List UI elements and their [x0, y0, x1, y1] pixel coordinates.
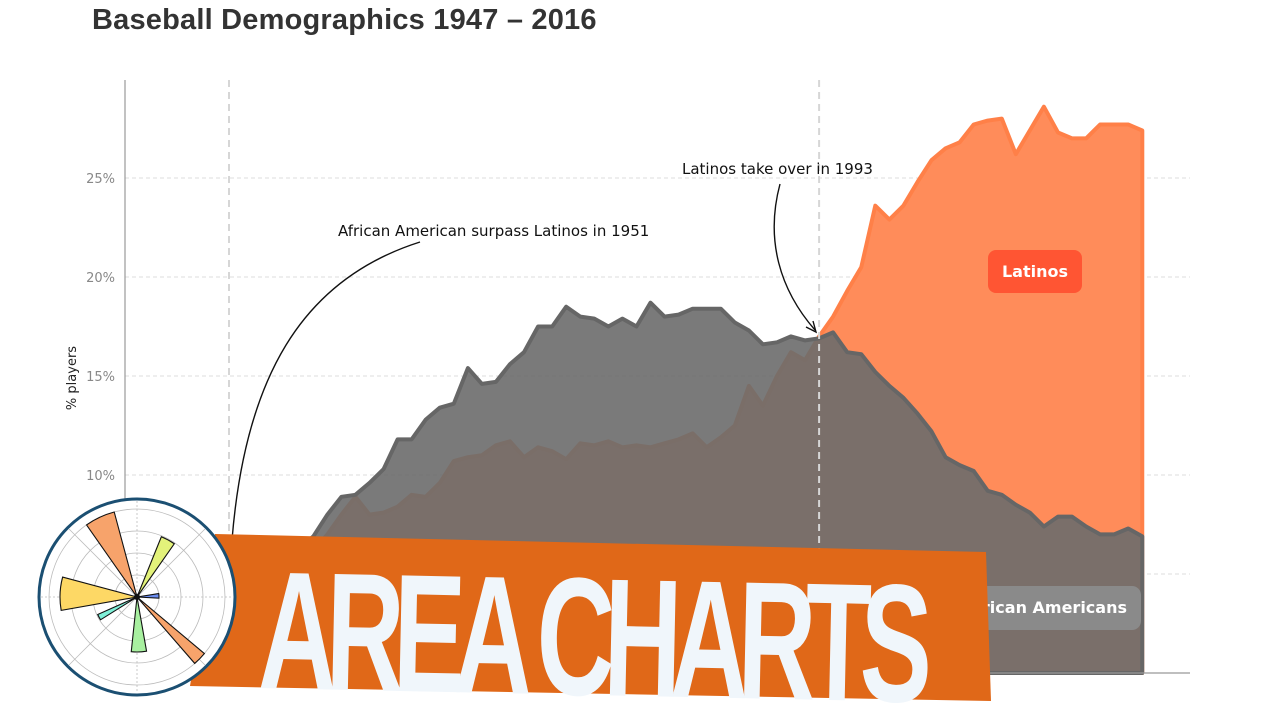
annotation-arrow-1951 — [231, 241, 421, 541]
y-tick-label: 15% — [86, 370, 115, 385]
annotation-1993: Latinos take over in 1993 — [682, 160, 873, 178]
polar-wedge — [96, 596, 138, 621]
arrowhead-icon — [805, 320, 818, 334]
y-tick-label: 20% — [86, 271, 115, 286]
polar-wedge — [136, 536, 176, 598]
polar-wedge — [130, 596, 148, 653]
polar-wedge — [136, 592, 160, 599]
polar-wedge — [136, 596, 206, 665]
annotation-arrow-1993 — [773, 183, 816, 331]
y-tick-label: 10% — [86, 469, 115, 484]
banner-title: AREA CHARTS — [257, 536, 934, 720]
latinos-label: Latinos — [1002, 262, 1068, 281]
y-tick-label: 25% — [86, 172, 115, 187]
y-axis-label: % players — [65, 346, 80, 410]
page-title: Baseball Demographics 1947 – 2016 — [92, 4, 597, 36]
polar-bar-chart-icon — [37, 497, 237, 697]
annotation-1951: African American surpass Latinos in 1951 — [338, 222, 649, 240]
polar-wedge — [85, 511, 138, 598]
african-americans-label-box — [946, 586, 1141, 630]
banner — [190, 534, 991, 701]
african-americans-label: African Americans — [963, 598, 1127, 617]
polar-wedge — [59, 576, 138, 612]
latinos-label-box — [988, 250, 1082, 293]
